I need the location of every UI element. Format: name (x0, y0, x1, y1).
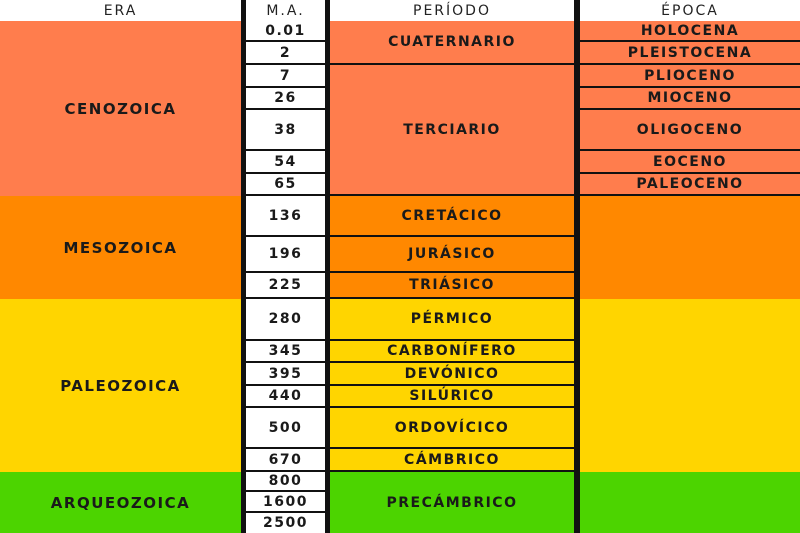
ma-cell: 440 (246, 386, 325, 408)
ma-cell: 500 (246, 408, 325, 449)
ma-cell: 136 (246, 196, 325, 237)
period-cell: TERCIARIO (330, 65, 574, 196)
ma-cell: 670 (246, 449, 325, 472)
header-periodo: PERÍODO (330, 0, 574, 21)
epoch-cell (580, 196, 800, 299)
ma-cell: 345 (246, 341, 325, 363)
ma-cell: 65 (246, 174, 325, 196)
epoch-cell: EOCENO (580, 151, 800, 174)
period-cell: CÁMBRICO (330, 449, 574, 472)
ma-cell: 26 (246, 88, 325, 110)
ma-cell: 2500 (246, 513, 325, 533)
epoch-cell: HOLOCENA (580, 21, 800, 42)
period-cell: TRIÁSICO (330, 273, 574, 299)
period-cell: CUATERNARIO (330, 21, 574, 65)
epoch-cell: PLEISTOCENA (580, 42, 800, 65)
ma-cell: 1600 (246, 492, 325, 513)
column-divider (325, 0, 330, 533)
header-epoca: ÉPOCA (580, 0, 800, 21)
epoch-cell: OLIGOCENO (580, 110, 800, 151)
ma-cell: 2 (246, 42, 325, 65)
ma-cell: 196 (246, 237, 325, 273)
period-cell: JURÁSICO (330, 237, 574, 273)
period-cell: SILÚRICO (330, 386, 574, 408)
period-cell: CRETÁCICO (330, 196, 574, 237)
column-divider (574, 0, 580, 533)
epoch-cell (580, 472, 800, 533)
header-ma: M.A. (246, 0, 325, 21)
era-cell: CENOZOICA (0, 21, 241, 196)
epoch-cell (580, 299, 800, 472)
period-cell: PÉRMICO (330, 299, 574, 341)
period-cell: PRECÁMBRICO (330, 472, 574, 533)
ma-cell: 54 (246, 151, 325, 174)
header-era: ERA (0, 0, 241, 21)
ma-cell: 0.01 (246, 21, 325, 42)
ma-cell: 225 (246, 273, 325, 299)
ma-cell: 280 (246, 299, 325, 341)
period-cell: ORDOVÍCICO (330, 408, 574, 449)
ma-cell: 38 (246, 110, 325, 151)
epoch-cell: PLIOCENO (580, 65, 800, 88)
ma-cell: 395 (246, 363, 325, 386)
epoch-cell: MIOCENO (580, 88, 800, 110)
period-cell: CARBONÍFERO (330, 341, 574, 363)
era-cell: MESOZOICA (0, 196, 241, 299)
ma-cell: 800 (246, 472, 325, 492)
era-cell: ARQUEOZOICA (0, 472, 241, 533)
column-divider (241, 0, 246, 533)
epoch-cell: PALEOCENO (580, 174, 800, 196)
ma-cell: 7 (246, 65, 325, 88)
period-cell: DEVÓNICO (330, 363, 574, 386)
era-cell: PALEOZOICA (0, 299, 241, 472)
